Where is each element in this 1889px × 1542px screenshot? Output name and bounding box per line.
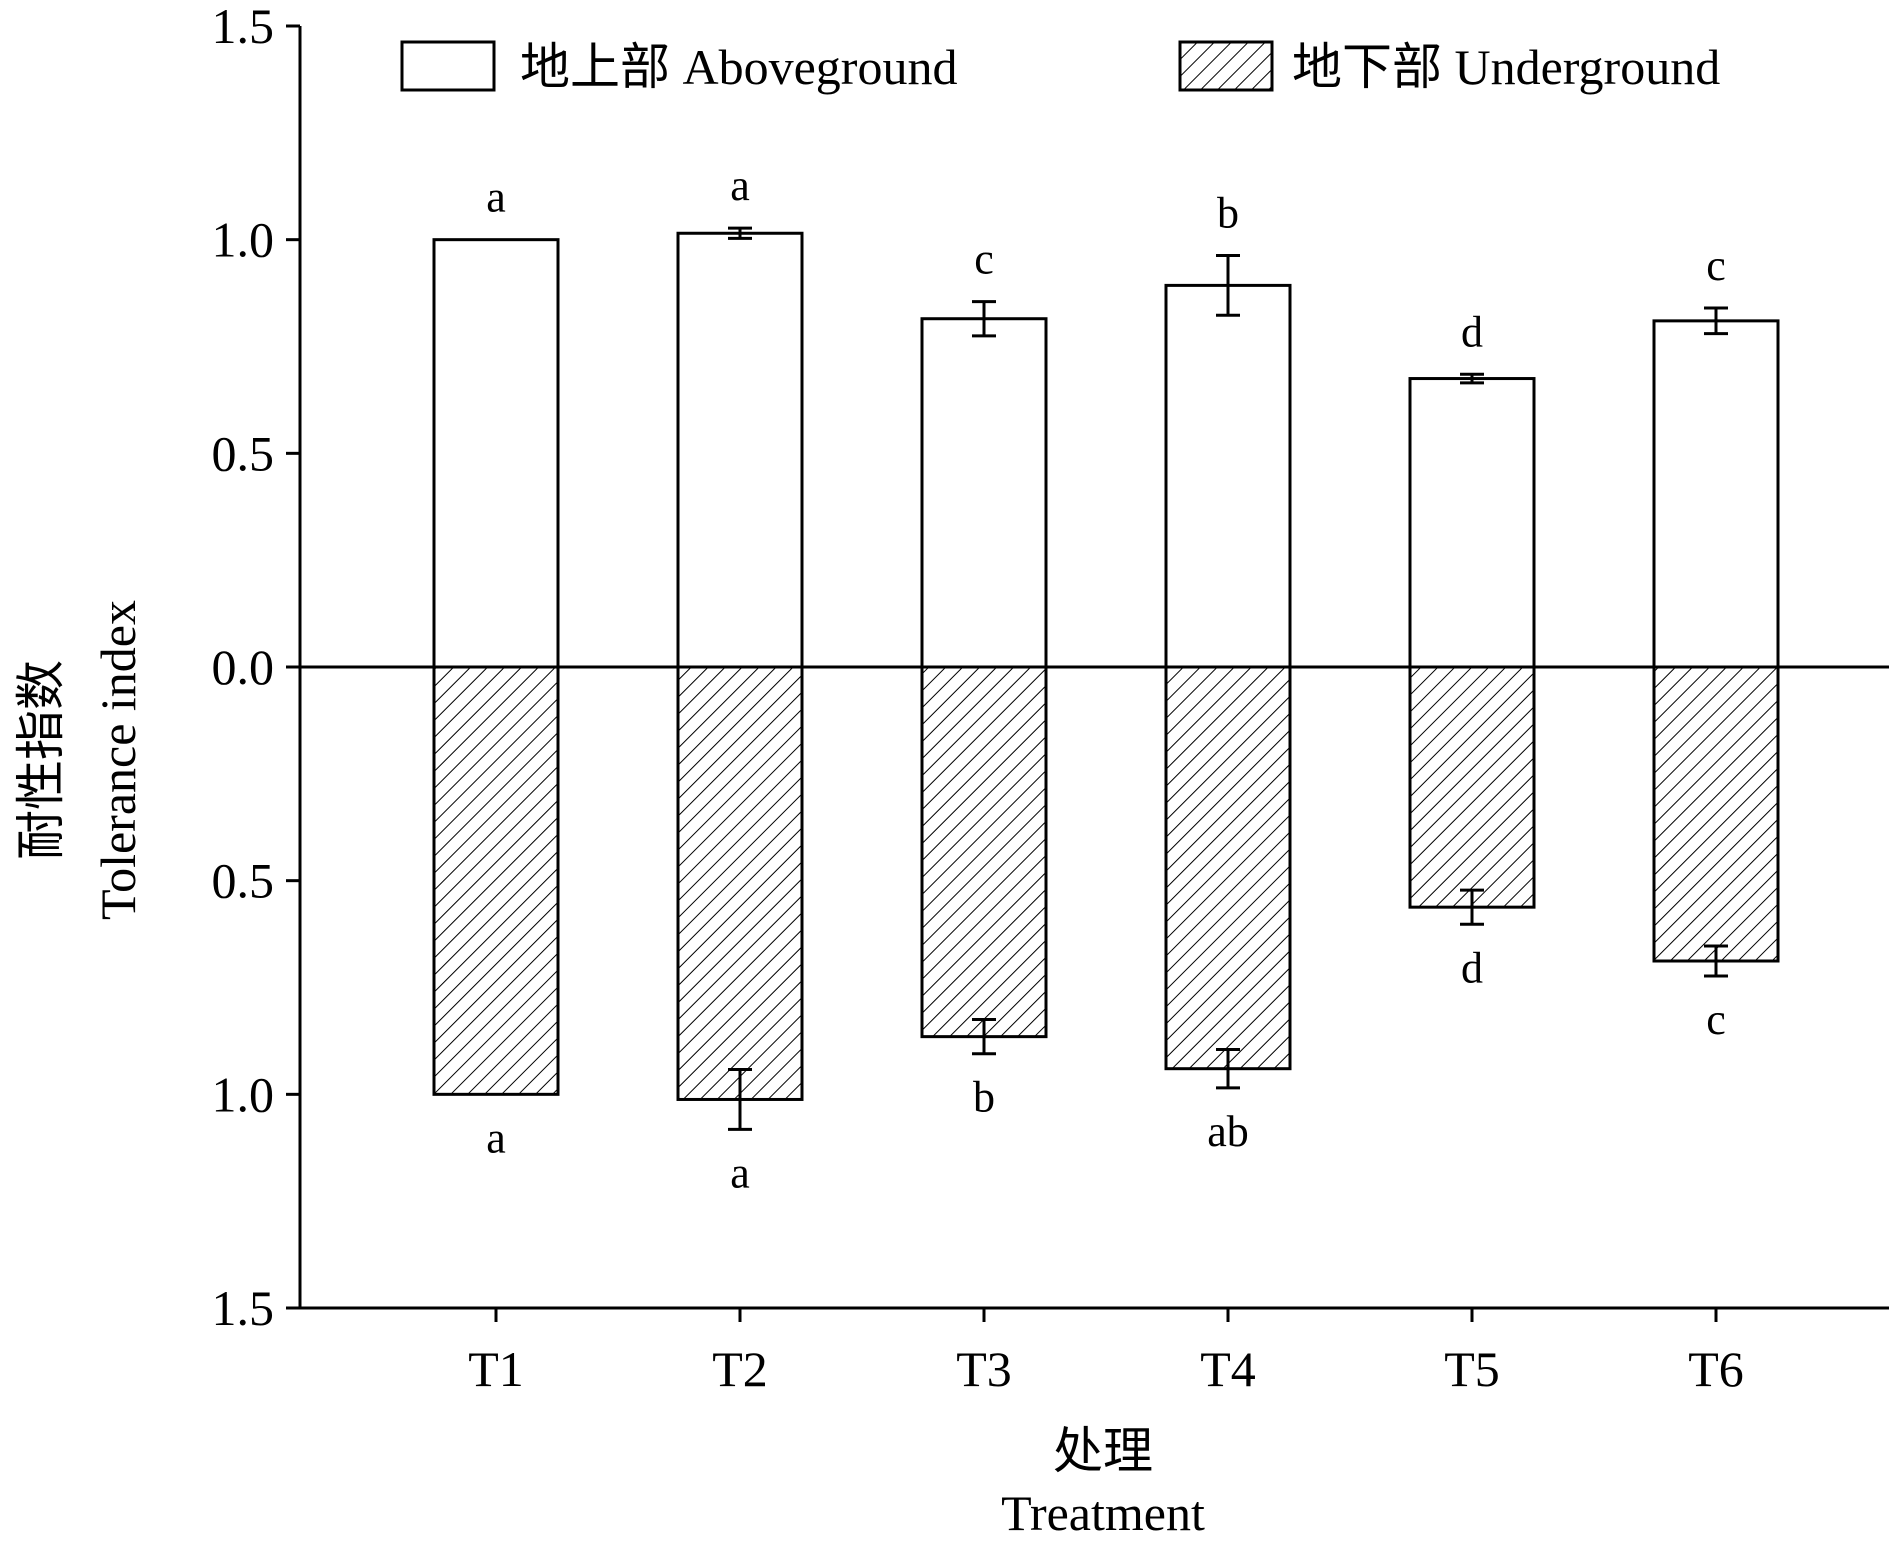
bar-underground-t6	[1652, 665, 1780, 963]
x-axis-title-en: Treatment	[1001, 1485, 1205, 1541]
significance-label-underground-t3: b	[973, 1073, 995, 1122]
significance-label-underground-t5: d	[1461, 943, 1483, 992]
bars-layer	[432, 231, 1780, 1101]
y-axis-title-en: Tolerance index	[90, 600, 146, 920]
bar-aboveground-t6	[1652, 319, 1780, 669]
legend-label-aboveground: 地上部 Aboveground	[520, 39, 957, 95]
bar-underground-t5	[1408, 665, 1536, 909]
significance-label-underground-t2: a	[730, 1148, 750, 1197]
y-tick-label-2: 0.5	[212, 425, 275, 481]
legend-item-underground: 地下部 Underground	[1178, 39, 1720, 95]
y-tick-label-5: 1.0	[212, 1066, 275, 1122]
significance-label-underground-t4: ab	[1207, 1107, 1249, 1156]
x-tick-label-t1: T1	[468, 1341, 524, 1397]
x-axis-title-cn: 处理	[1053, 1423, 1153, 1479]
x-tick-label-t3: T3	[956, 1341, 1012, 1397]
bar-aboveground-t5	[1408, 377, 1536, 669]
legend-label-underground: 地下部 Underground	[1292, 39, 1720, 95]
significance-label-aboveground-t3: c	[974, 235, 994, 284]
legend: 地上部 Aboveground 地下部 Underground	[400, 39, 1720, 95]
bar-aboveground-t2	[676, 231, 804, 669]
legend-swatch-aboveground	[400, 40, 496, 92]
significance-label-aboveground-t2: a	[730, 161, 750, 210]
significance-label-aboveground-t6: c	[1706, 241, 1726, 290]
x-tick-label-t6: T6	[1688, 1341, 1744, 1397]
legend-swatch-underground	[1178, 40, 1274, 92]
x-tick-label-t5: T5	[1444, 1341, 1500, 1397]
x-tick-label-t4: T4	[1200, 1341, 1256, 1397]
significance-label-aboveground-t1: a	[486, 173, 506, 222]
bar-underground-t2	[676, 665, 804, 1101]
bar-underground-t1	[432, 665, 560, 1096]
y-tick-label-3: 0.0	[212, 639, 275, 695]
bar-aboveground-t4	[1164, 283, 1292, 669]
x-axis-ticks: T1 T2 T3 T4 T5 T6	[468, 1308, 1744, 1397]
bar-underground-t3	[920, 665, 1048, 1039]
y-tick-label-4: 0.5	[212, 853, 275, 909]
significance-label-aboveground-t4: b	[1217, 188, 1239, 237]
y-tick-label-6: 1.5	[212, 1280, 275, 1336]
legend-item-aboveground: 地上部 Aboveground	[400, 39, 957, 95]
bar-aboveground-t1	[432, 238, 560, 669]
significance-label-underground-t1: a	[486, 1113, 506, 1162]
significance-label-underground-t6: c	[1706, 995, 1726, 1044]
y-tick-label-0: 1.5	[212, 0, 275, 54]
y-tick-label-1: 1.0	[212, 212, 275, 268]
significance-label-aboveground-t5: d	[1461, 307, 1483, 356]
error-bars-layer	[728, 226, 1728, 1131]
y-axis-title-cn: 耐性指数	[13, 660, 69, 860]
x-tick-label-t2: T2	[712, 1341, 768, 1397]
y-axis-ticks: 1.5 1.0 0.5 0.0 0.5 1.0 1.5	[212, 0, 300, 1336]
bar-underground-t4	[1164, 665, 1292, 1071]
bar-aboveground-t3	[920, 317, 1048, 669]
